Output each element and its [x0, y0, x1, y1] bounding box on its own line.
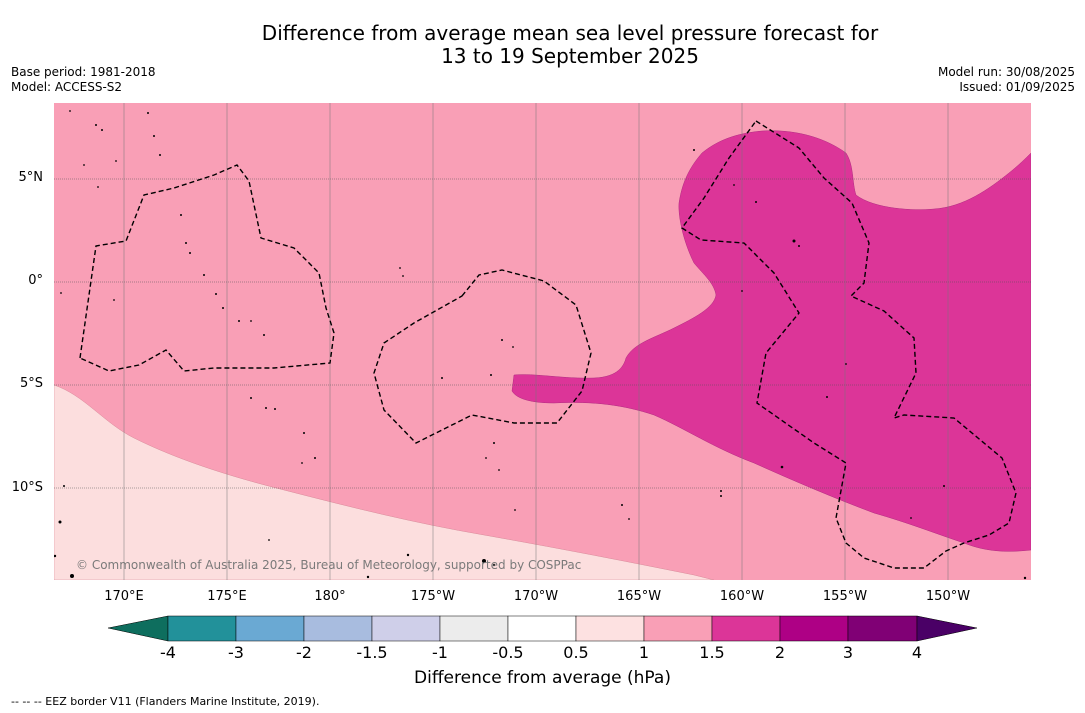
cb-swatch-neg0-5-0-5 [507, 615, 577, 642]
anomaly-map [54, 103, 1031, 580]
eez-footnote: -- -- -- EEZ border V11 (Flanders Marine… [11, 695, 320, 708]
lat-grid [54, 178, 1031, 489]
cb-swatch-neg3-neg2 [235, 615, 305, 642]
cb-tick-neg0-5: -0.5 [492, 643, 524, 662]
title-line-2: 13 to 19 September 2025 [441, 44, 699, 68]
cb-tick-2: 2 [774, 643, 786, 662]
cb-tick-1-5: 1.5 [699, 643, 725, 662]
eez-tokelau [373, 269, 592, 444]
colorbar-label: Difference from average (hPa) [414, 668, 671, 688]
band-0-5-to-1 [54, 384, 715, 580]
cb-swatch-neg1-neg0-5 [439, 615, 509, 642]
colorbar-swatches [107, 615, 978, 642]
cb-swatch-neg2-neg1-5 [303, 615, 373, 642]
cb-swatch-1-5-2 [711, 615, 781, 642]
cb-swatch-2-3 [779, 615, 849, 642]
lon-label-180: 180° [314, 589, 346, 604]
cb-tick-1: 1 [638, 643, 650, 662]
eez-line-islands [680, 120, 1017, 569]
cb-swatch-neg4-neg3 [167, 615, 237, 642]
run-info: Model run: 30/08/2025 Issued: 01/09/2025 [938, 65, 1075, 95]
issued-date: Issued: 01/09/2025 [959, 80, 1075, 94]
cb-tick-neg1-5: -1.5 [356, 643, 388, 662]
cb-tick-neg3: -3 [228, 643, 244, 662]
cb-tick-neg2: -2 [296, 643, 312, 662]
lat-label-10s: 10°S [11, 480, 43, 495]
cb-tick-4: 4 [911, 643, 923, 662]
cb-under-arrow [107, 615, 169, 642]
lat-label-5s: 5°S [19, 376, 43, 391]
islands [54, 110, 1027, 580]
cb-swatch-0-5-1 [575, 615, 645, 642]
cb-tick-neg4: -4 [160, 643, 176, 662]
base-period: Base period: 1981-2018 [11, 65, 156, 79]
eez-borders [79, 120, 1017, 569]
title-line-1: Difference from average mean sea level p… [261, 21, 879, 45]
lon-label-150w: 150°W [925, 589, 971, 604]
band-1-5-to-2 [511, 130, 1031, 552]
eez-kiribati-gilberts [79, 164, 335, 372]
lon-label-155w: 155°W [822, 589, 868, 604]
cb-swatch-1-1-5 [643, 615, 713, 642]
model-run-date: Model run: 30/08/2025 [937, 65, 1075, 79]
cb-swatch-3-4 [847, 615, 918, 642]
lon-label-175e: 175°E [207, 589, 247, 604]
copyright-notice: © Commonwealth of Australia 2025, Bureau… [76, 558, 582, 572]
cb-tick-0-5: 0.5 [563, 643, 589, 662]
map-panel [54, 103, 1031, 580]
lon-label-165w: 165°W [616, 589, 662, 604]
cb-tick-3: 3 [842, 643, 854, 662]
cb-over-arrow [916, 615, 978, 642]
model-name: Model: ACCESS-S2 [11, 80, 123, 94]
lon-label-170e: 170°E [104, 589, 144, 604]
cb-swatch-neg1-5-neg1 [371, 615, 441, 642]
lon-label-175w: 175°W [410, 589, 456, 604]
lat-label-5n: 5°N [18, 170, 44, 185]
lon-label-170w: 170°W [513, 589, 559, 604]
cb-tick-neg1: -1 [432, 643, 448, 662]
colorbar [107, 615, 978, 645]
map-title: Difference from average mean sea level p… [0, 22, 1085, 68]
lat-label-0: 0° [28, 273, 43, 288]
lon-grid [123, 103, 949, 580]
model-info: Base period: 1981-2018 Model: ACCESS-S2 [11, 65, 156, 95]
lon-label-160w: 160°W [719, 589, 765, 604]
